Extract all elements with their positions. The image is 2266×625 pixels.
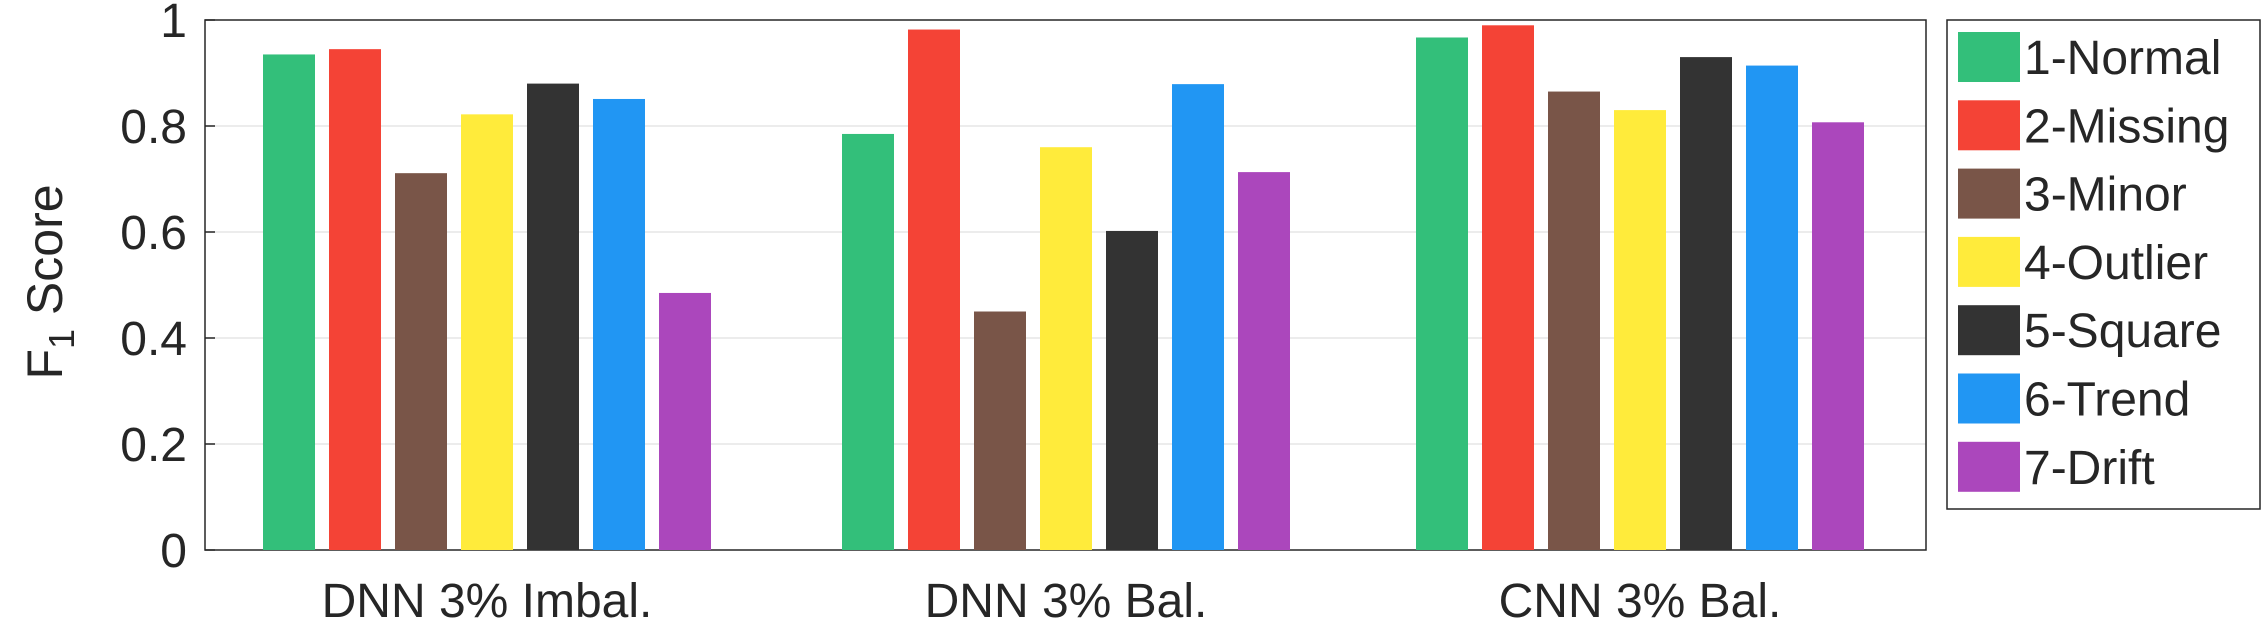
- legend-label: 4-Outlier: [2024, 237, 2208, 290]
- bar-6-trend-2: [1746, 65, 1798, 550]
- y-tick-label: 0.6: [120, 207, 187, 260]
- y-tick-label: 0.8: [120, 101, 187, 154]
- bar-4-outlier-0: [461, 114, 513, 550]
- legend-label: 6-Trend: [2024, 374, 2190, 427]
- bar-2-missing-0: [329, 49, 381, 551]
- legend-label: 5-Square: [2024, 305, 2221, 358]
- bar-3-minor-0: [395, 173, 447, 551]
- bar-7-drift-0: [659, 292, 711, 550]
- legend-swatch: [1958, 236, 2020, 287]
- legend-label: 2-Missing: [2024, 100, 2229, 153]
- x-tick-label: CNN 3% Bal.: [1499, 575, 1782, 625]
- y-axis-label-main: F: [17, 349, 73, 380]
- bar-5-square-0: [527, 83, 579, 550]
- legend-label: 7-Drift: [2024, 442, 2155, 495]
- bar-7-drift-2: [1812, 122, 1864, 550]
- legend-swatch: [1958, 32, 2020, 82]
- legend: 1-Normal 2-Missing 3-Minor 4-Outlier 5-Squar…: [1946, 19, 2261, 510]
- x-tick-label: DNN 3% Bal.: [925, 575, 1208, 625]
- bar-7-drift-1: [1238, 172, 1290, 551]
- bar-6-trend-1: [1172, 84, 1224, 550]
- bar-2-missing-2: [1482, 25, 1534, 551]
- bar-5-square-2: [1680, 57, 1732, 550]
- x-tick-label: DNN 3% Imbal.: [322, 575, 653, 625]
- bar-3-minor-2: [1548, 91, 1600, 551]
- legend-swatch: [1958, 168, 2020, 219]
- bar-4-outlier-1: [1040, 147, 1092, 550]
- legend-label: 3-Minor: [2024, 169, 2187, 222]
- bar-6-trend-0: [593, 98, 645, 550]
- y-tick-label: 0.2: [120, 419, 187, 472]
- bar-5-square-1: [1106, 230, 1158, 550]
- y-tick-label: 0: [160, 525, 187, 578]
- y-tick-label: 0.4: [120, 313, 187, 366]
- x-axis-ticks: DNN 3% Imbal. DNN 3% Bal. CNN 3% Bal.: [322, 575, 1782, 625]
- y-axis-label: F1 Score: [17, 184, 82, 379]
- bar-4-outlier-2: [1614, 110, 1666, 550]
- bar-1-normal-1: [842, 133, 894, 550]
- y-axis-label-rest: Score: [17, 184, 73, 329]
- legend-swatch: [1958, 305, 2020, 356]
- legend-swatch: [1958, 441, 2020, 492]
- bar-1-normal-2: [1416, 37, 1468, 551]
- bar-2-missing-1: [908, 29, 960, 551]
- bars: [263, 25, 1864, 551]
- bar-1-normal-0: [263, 54, 315, 550]
- y-axis-label-subscript: 1: [41, 329, 82, 349]
- y-tick-label: 1: [160, 0, 187, 48]
- bar-3-minor-1: [974, 311, 1026, 550]
- legend-label: 1-Normal: [2024, 32, 2221, 85]
- legend-swatch: [1958, 373, 2020, 424]
- legend-swatch: [1958, 100, 2020, 151]
- y-axis-ticks: 0 0.2 0.4 0.6 0.8 1: [120, 0, 215, 578]
